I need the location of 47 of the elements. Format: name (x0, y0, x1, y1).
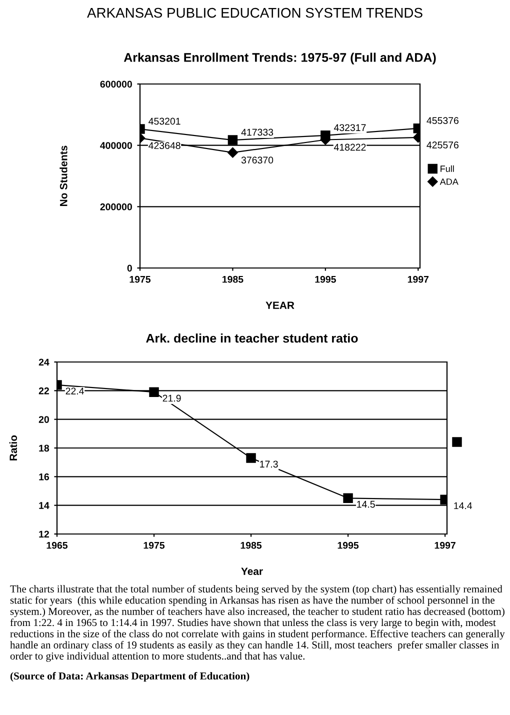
y-tick-label: 12 (39, 530, 49, 538)
y-tick-label: 24 (38, 358, 50, 366)
data-label: 418222 (334, 144, 366, 151)
y-tick-label: 16 (39, 473, 50, 480)
data-label: 423648 (148, 142, 180, 150)
point (343, 493, 353, 504)
data-label: 14.5 (357, 500, 375, 508)
y-axis-title: Ratio (9, 435, 18, 460)
legend-label: ADA (440, 178, 458, 185)
x-tick-label: 1975 (130, 276, 151, 283)
x-tick-label: 1995 (315, 276, 336, 283)
y-tick-label: 14 (39, 502, 50, 509)
data-label: 453201 (148, 118, 180, 125)
x-tick-label: 1965 (46, 542, 68, 549)
y-tick-label: 20 (38, 416, 49, 423)
data-label: 417333 (241, 128, 274, 136)
data-label: 17.3 (260, 460, 278, 468)
point (246, 453, 256, 463)
y-axis-title: No Students (60, 146, 68, 206)
text: (Source of Data: Arkansas Department of Education) (10, 672, 250, 682)
data-label: 22.4 (66, 388, 84, 394)
chart-title: ARKANSAS PUBLIC EDUCATION SYSTEM TRENDS (87, 8, 422, 18)
x-tick-label: 1975 (144, 542, 165, 549)
data-label: 376370 (241, 156, 274, 164)
data-label: 14.4 (454, 502, 472, 510)
x-axis-title: Year (241, 568, 263, 576)
data-label: 455376 (426, 117, 458, 124)
data-label: 21.9 (162, 394, 181, 402)
x-tick-label: 1997 (434, 542, 456, 549)
data-label: 425576 (426, 142, 458, 148)
data-label: 432317 (334, 124, 366, 132)
x-tick-label: 1995 (338, 542, 359, 549)
point (149, 387, 159, 397)
y-tick-label: 200000 (100, 203, 132, 210)
x-tick-label: 1997 (408, 276, 429, 283)
chart-title: Ark. decline in teacher student ratio (146, 333, 358, 343)
chart-subtitle: Arkansas Enrollment Trends: 1975-97 (Full and ADA) (124, 52, 436, 64)
text: The charts illustrate that the total number of students being served by the system (top chart) has essentially remained static for years (this while education spending in Arkansas has risen as have the number of school personnel in the system.) Moreover, as the number of teachers have also increased, the teacher to student ratio has decreased (bottom) from 1:22. 4 in 1965 to 1:14.4 in 1997. Studies have shown that unless the class is very large to begin with, modest reductions in the size of the class do not correlate with gains in student performance. Effective teachers can generally handle an ordinary class of 19 students as easily as they can handle 14. Still, most teachers prefer smaller classes in order to give individual attention to more students..and that has value. (10, 585, 505, 662)
x-tick-label: 1985 (222, 276, 244, 283)
y-tick-label: 18 (39, 444, 50, 452)
x-axis-title: YEAR (266, 302, 294, 309)
y-tick-label: 22 (38, 387, 49, 394)
y-tick-label: 0 (127, 264, 132, 272)
legend-label: Full (440, 165, 454, 172)
y-tick-label: 600000 (100, 80, 132, 88)
y-tick-label: 400000 (100, 142, 132, 149)
x-tick-label: 1985 (240, 542, 262, 549)
